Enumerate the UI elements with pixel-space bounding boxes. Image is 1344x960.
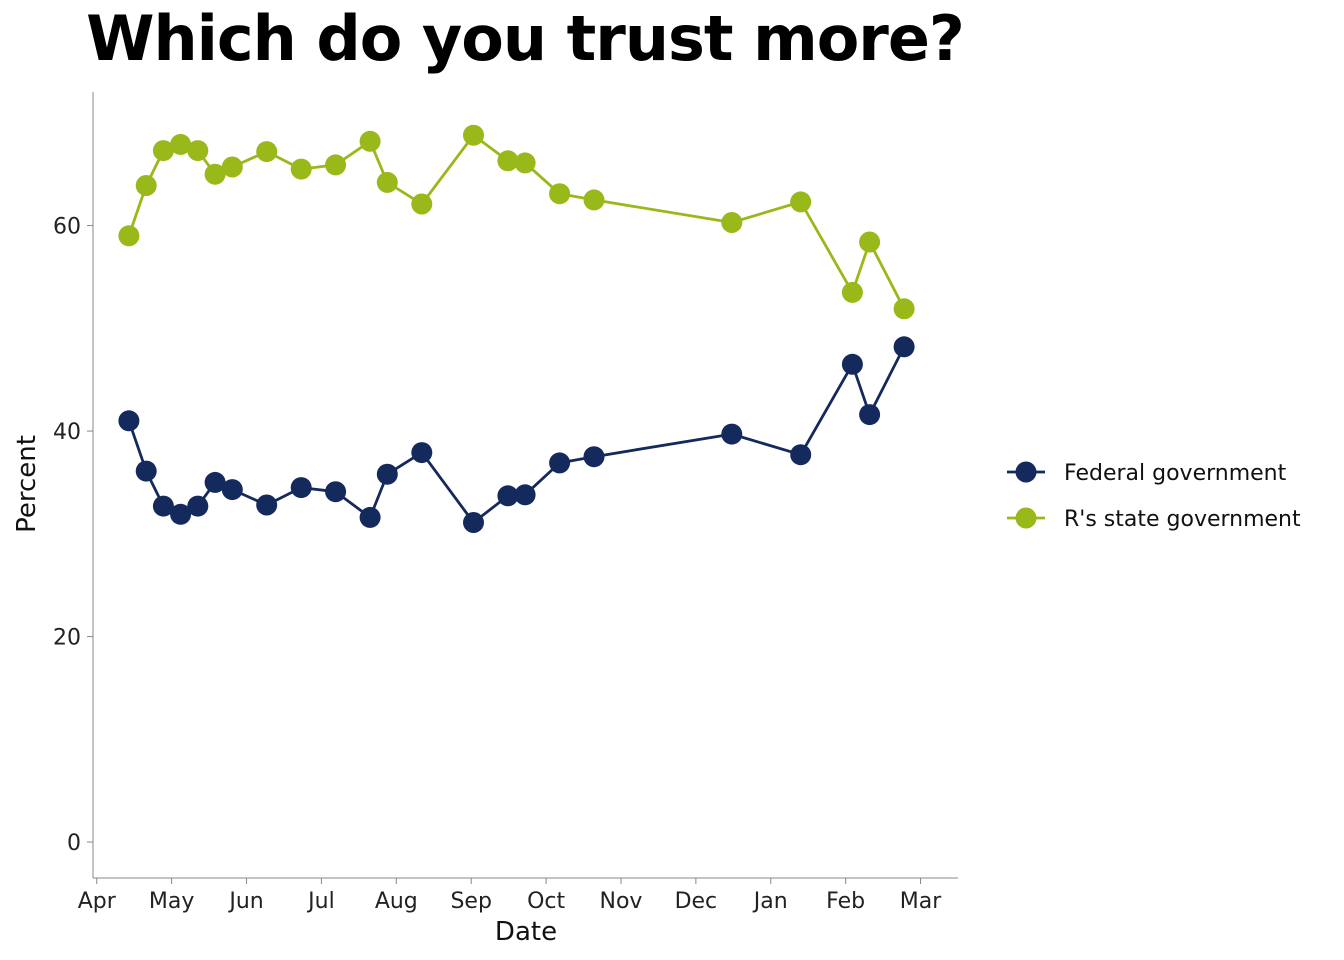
data-point [325,154,347,176]
data-point [135,460,157,482]
data-point [118,410,140,432]
data-point [359,130,381,152]
x-tick-label: Nov [600,889,643,914]
data-point [359,506,381,528]
chart-title: Which do you trust more? [86,2,965,75]
data-point [859,231,881,253]
series-state-government [118,124,915,320]
y-tick-label: 20 [53,626,81,651]
series-layer [118,124,915,533]
x-tick-label: Sep [450,889,491,914]
data-point [497,485,519,507]
data-point [204,471,226,493]
data-point [721,423,743,445]
data-point [549,452,571,474]
x-tick-label: Jul [306,889,335,914]
data-point [859,404,881,426]
data-point [549,183,571,205]
data-point [497,150,519,172]
data-point [841,281,863,303]
data-point [583,446,605,468]
data-point [152,140,174,162]
data-point [790,444,812,466]
data-point [411,442,433,464]
data-point [325,481,347,503]
data-point [583,189,605,211]
x-tick-label: May [149,889,194,914]
y-axis-title: Percent [12,435,42,533]
data-point [514,152,536,174]
x-tick-label: Dec [675,889,718,914]
data-point [187,495,209,517]
y-tick-label: 40 [53,420,81,445]
data-point [290,477,312,499]
x-tick-label: Aug [375,889,418,914]
x-axis-title: Date [495,917,557,947]
data-point [221,156,243,178]
x-tick-label: Jan [752,889,788,914]
data-point [152,495,174,517]
axes: 0 20 40 60 Apr May Jun Jul Aug Sep Oct Nov Dec Jan Feb… [53,92,958,914]
y-tick-label: 0 [67,831,81,856]
x-tick-label: Feb [826,889,865,914]
data-point [841,353,863,375]
legend-item: R's state government [1007,507,1301,532]
legend-label: Federal government [1064,461,1287,486]
legend-item: Federal government [1007,461,1287,486]
legend-marker [1015,461,1037,483]
data-point [118,225,140,247]
data-point [376,171,398,193]
data-point [256,494,278,516]
legend: Federal government R's state government [1007,461,1301,532]
data-point [463,124,484,146]
x-tick-label: Apr [78,889,117,914]
x-tick-label: Jun [227,889,263,914]
legend-label: R's state government [1064,507,1301,532]
data-point [290,158,312,180]
data-point [721,212,743,233]
data-point [893,298,915,320]
legend-marker [1015,507,1037,529]
data-point [376,463,398,485]
x-tick-label: Mar [900,889,942,914]
y-tick-label: 60 [53,215,81,240]
data-point [411,193,433,215]
data-point [514,484,536,506]
data-point [256,141,278,163]
data-point [893,336,915,358]
data-point [187,140,209,162]
data-point [790,191,812,213]
data-point [170,133,192,155]
data-point [221,479,243,501]
series-federal-government [118,336,915,533]
x-tick-label: Oct [527,889,565,914]
data-point [204,163,226,185]
data-point [135,175,157,196]
data-point [170,503,192,525]
data-point [463,512,484,533]
